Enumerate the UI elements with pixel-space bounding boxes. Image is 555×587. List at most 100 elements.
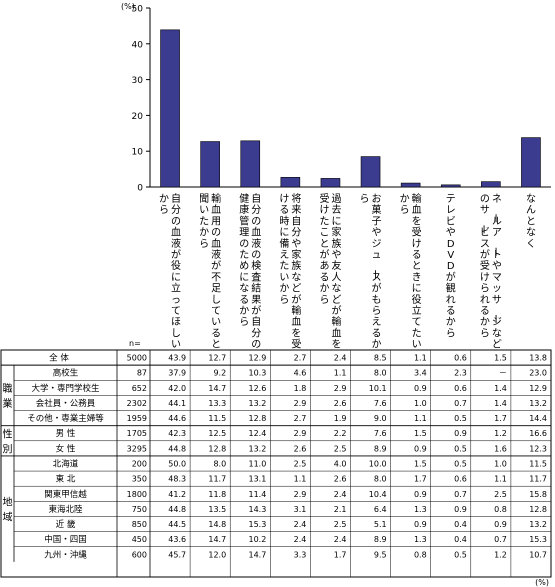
table-cell: 10.4 — [369, 490, 387, 499]
y-axis-unit: (%) — [121, 2, 135, 11]
table-cell: 1.1 — [334, 369, 347, 378]
table-cell: 2.2 — [334, 429, 347, 438]
category-label-text: なんとなく — [526, 193, 536, 250]
table-cell: 3.4 — [414, 369, 427, 378]
table-cell: 15.3 — [529, 535, 547, 544]
table-cell: 0.6 — [454, 354, 467, 363]
table-row-label: 女 性 — [56, 443, 76, 454]
y-tick-label: 40 — [132, 40, 144, 50]
category-label-text: お菓子やジュースがもらえるから — [360, 193, 382, 351]
table-cell: 0.6 — [454, 384, 467, 393]
table-cell: 8.0 — [374, 369, 387, 378]
table-cell: 44.8 — [168, 505, 186, 514]
table-cell: 11.7 — [208, 475, 226, 484]
table-row-label: 東 北 — [56, 474, 76, 485]
table-cell: 0.7 — [494, 535, 507, 544]
table-unit: (%) — [535, 578, 549, 587]
category-label-text: 将来自分や家族などが輸血を受ける時に備えたいから — [279, 193, 301, 351]
table-cell: 11.5 — [529, 460, 547, 469]
bar — [280, 177, 301, 188]
table-cell: 16.6 — [529, 429, 547, 438]
table-cell: 45.7 — [168, 550, 186, 559]
table-cell: 1.1 — [494, 475, 507, 484]
table-row-label: 全 体 — [49, 353, 69, 364]
table-row-n: 850 — [132, 520, 147, 529]
table-cell: 1.1 — [294, 475, 307, 484]
table-cell: 12.9 — [248, 354, 266, 363]
category-label: 自分の血液の検査結果が自分の健康管理のためになるから — [239, 192, 261, 351]
bar — [320, 178, 341, 188]
table-cell: 44.5 — [168, 520, 186, 529]
table-cell: 2.7 — [294, 354, 307, 363]
table-cell: 13.2 — [248, 444, 266, 453]
table-cell: 1.8 — [294, 384, 307, 393]
y-tick-label: 30 — [132, 76, 144, 86]
category-label: 過去に家族や友人などが輸血を受けたことがあるから — [319, 193, 341, 351]
table-cell: 2.6 — [334, 475, 347, 484]
table-cell: 12.9 — [529, 384, 547, 393]
table-cell: 13.2 — [529, 399, 547, 408]
table-row-n: 350 — [132, 475, 147, 484]
table-row-n: 2302 — [127, 399, 147, 408]
category-label: テレビや D V D が観れるから — [446, 194, 456, 339]
category-label-text: 輸血用の血液が不足していると聞いたから — [199, 192, 221, 351]
table-cell: 2.3 — [454, 369, 467, 378]
table-cell: 11.4 — [248, 490, 266, 499]
table-cell: 12.0 — [208, 550, 226, 559]
table-cell: 9.0 — [374, 414, 387, 423]
table-cell: 14.8 — [208, 520, 226, 529]
category-label-text: 過去に家族や友人などが輸血を受けたことがあるから — [319, 193, 341, 351]
table-cell: 13.2 — [529, 520, 547, 529]
table-cell: 6.4 — [374, 505, 387, 514]
table-row-label: 北海道 — [53, 459, 79, 470]
table-cell: 13.2 — [248, 399, 266, 408]
table-cell: 1.7 — [494, 414, 507, 423]
category-label: なんとなく — [526, 193, 536, 250]
table-cell: 2.7 — [294, 414, 307, 423]
table-cell: 2.5 — [294, 460, 307, 469]
bar — [160, 29, 180, 188]
table-cell: 10.2 — [248, 535, 266, 544]
table-cell: 8.5 — [374, 354, 387, 363]
table-cell: 2.9 — [334, 384, 347, 393]
table-cell: 2.4 — [334, 354, 347, 363]
table-cell: 2.9 — [294, 490, 307, 499]
table-cell: 0.7 — [454, 399, 467, 408]
table-row-label: 近 畿 — [56, 519, 76, 530]
category-label-text: ネールアートやマッサージなどのサービスが受けられるから — [477, 193, 502, 351]
table-cell: 13.3 — [208, 399, 226, 408]
table-cell: 7.6 — [374, 399, 387, 408]
table-row-label: その他・専業主婦等 — [27, 413, 104, 424]
table-cell: 3.1 — [294, 505, 307, 514]
data-table: n= (%) 全 体 5000 43.9 12.7 12.9 2.7 2.4 8.5 1.1 0.6 1… — [0, 339, 552, 587]
table-cell: 12.4 — [248, 429, 266, 438]
table-cell: 43.6 — [168, 535, 186, 544]
table-row-n: 652 — [132, 384, 147, 393]
table-cell: 10.0 — [369, 460, 387, 469]
table-cell: 2.4 — [294, 520, 307, 529]
table-cell: 1.7 — [414, 475, 427, 484]
table-cell: 1.9 — [334, 414, 347, 423]
table-cell: 0.9 — [414, 444, 427, 453]
table-cell: 0.4 — [454, 520, 467, 529]
table-cell: 0.5 — [454, 460, 467, 469]
table-cell: 1.2 — [494, 550, 507, 559]
table-cell: 12.8 — [529, 505, 547, 514]
table-cell: 50.0 — [168, 460, 186, 469]
table-row-label: 大学・専門学校生 — [31, 383, 100, 394]
table-cell: 2.5 — [334, 444, 347, 453]
table-cell: 1.5 — [494, 354, 507, 363]
table-cell: 0.7 — [454, 490, 467, 499]
category-label: 将来自分や家族などが輸血を受ける時に備えたいから — [279, 193, 301, 351]
table-cell: 23.0 — [529, 369, 547, 378]
table-cell: 44.1 — [168, 399, 186, 408]
category-label: お菓子やジュースがもらえるから — [360, 193, 382, 351]
table-cell: 1.7 — [334, 550, 347, 559]
table-row-label: 高校生 — [53, 368, 79, 379]
y-tick-label: 0 — [137, 184, 143, 194]
bar — [240, 140, 261, 188]
chart-bars — [160, 29, 541, 188]
category-labels: 自分の血液が役に立ってほしいから輸血用の血液が不足していると聞いたから自分の血液… — [159, 192, 536, 351]
group-label: 性別 — [3, 427, 13, 455]
